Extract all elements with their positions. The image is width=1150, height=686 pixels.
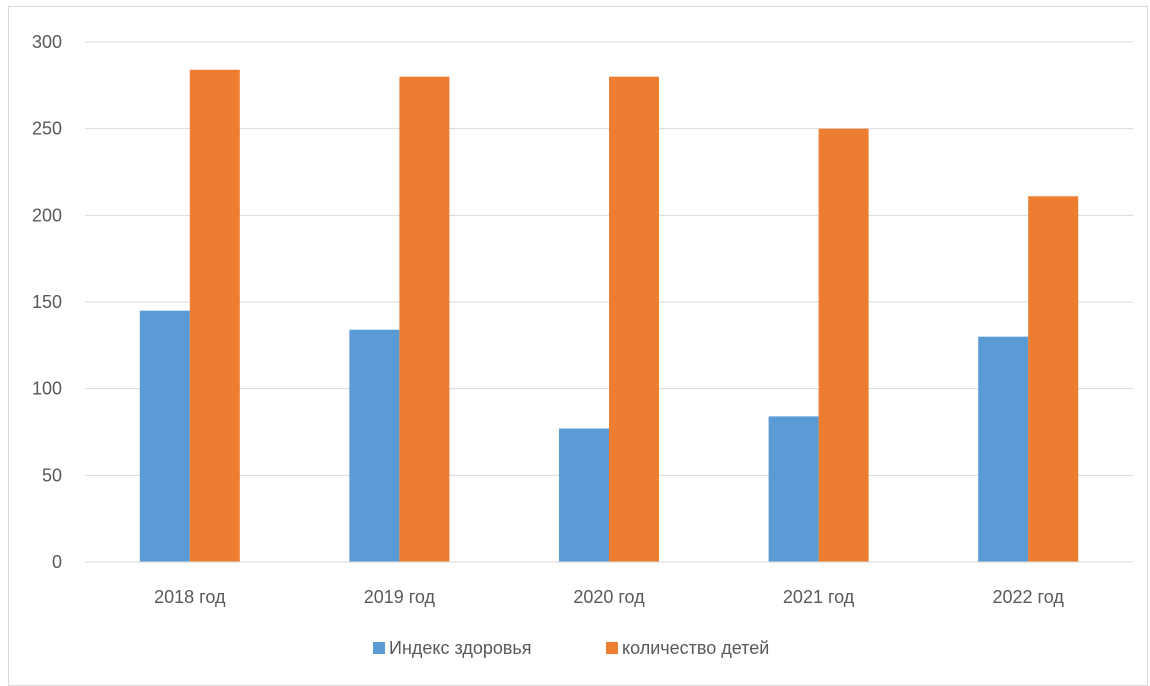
bar-series-0-2 [349,329,400,562]
x-tick-label-1: 2018 год [154,587,226,607]
x-axis-tick-labels: 2018 год 2019 год 2020 год 2021 год 2022 год [154,587,1064,607]
y-tick-label-0: 0 [52,552,62,572]
x-tick-label-3: 2020 год [573,587,645,607]
bar-series-0-3 [559,428,609,562]
gridlines [85,41,1133,476]
bar-series-0-1 [139,310,190,562]
legend-swatch-0 [373,642,385,654]
y-axis-tick-labels: 0 50 100 150 200 250 300 [32,32,62,572]
bar-series-1-4 [818,128,869,562]
x-tick-label-4: 2021 год [783,587,855,607]
legend-label-1: количество детей [622,638,769,658]
y-tick-label-300: 300 [32,32,62,52]
bar-series-0-4 [768,416,819,562]
y-tick-label-100: 100 [32,379,62,399]
bar-series-1-3 [609,76,659,563]
y-tick-label-150: 150 [32,292,62,312]
y-tick-label-200: 200 [32,205,62,225]
legend-label-0: Индекс здоровья [389,638,532,658]
x-tick-label-2: 2019 год [364,587,436,607]
bars [139,69,1079,563]
legend: Индекс здоровья количество детей [373,638,769,658]
y-tick-label-250: 250 [32,119,62,139]
bar-series-1-1 [189,69,240,562]
bar-series-1-2 [399,76,450,563]
bar-series-0-5 [978,336,1029,562]
y-tick-label-50: 50 [42,465,62,485]
bar-series-1-5 [1028,196,1079,562]
legend-swatch-1 [606,642,618,654]
x-tick-label-5: 2022 год [993,587,1065,607]
